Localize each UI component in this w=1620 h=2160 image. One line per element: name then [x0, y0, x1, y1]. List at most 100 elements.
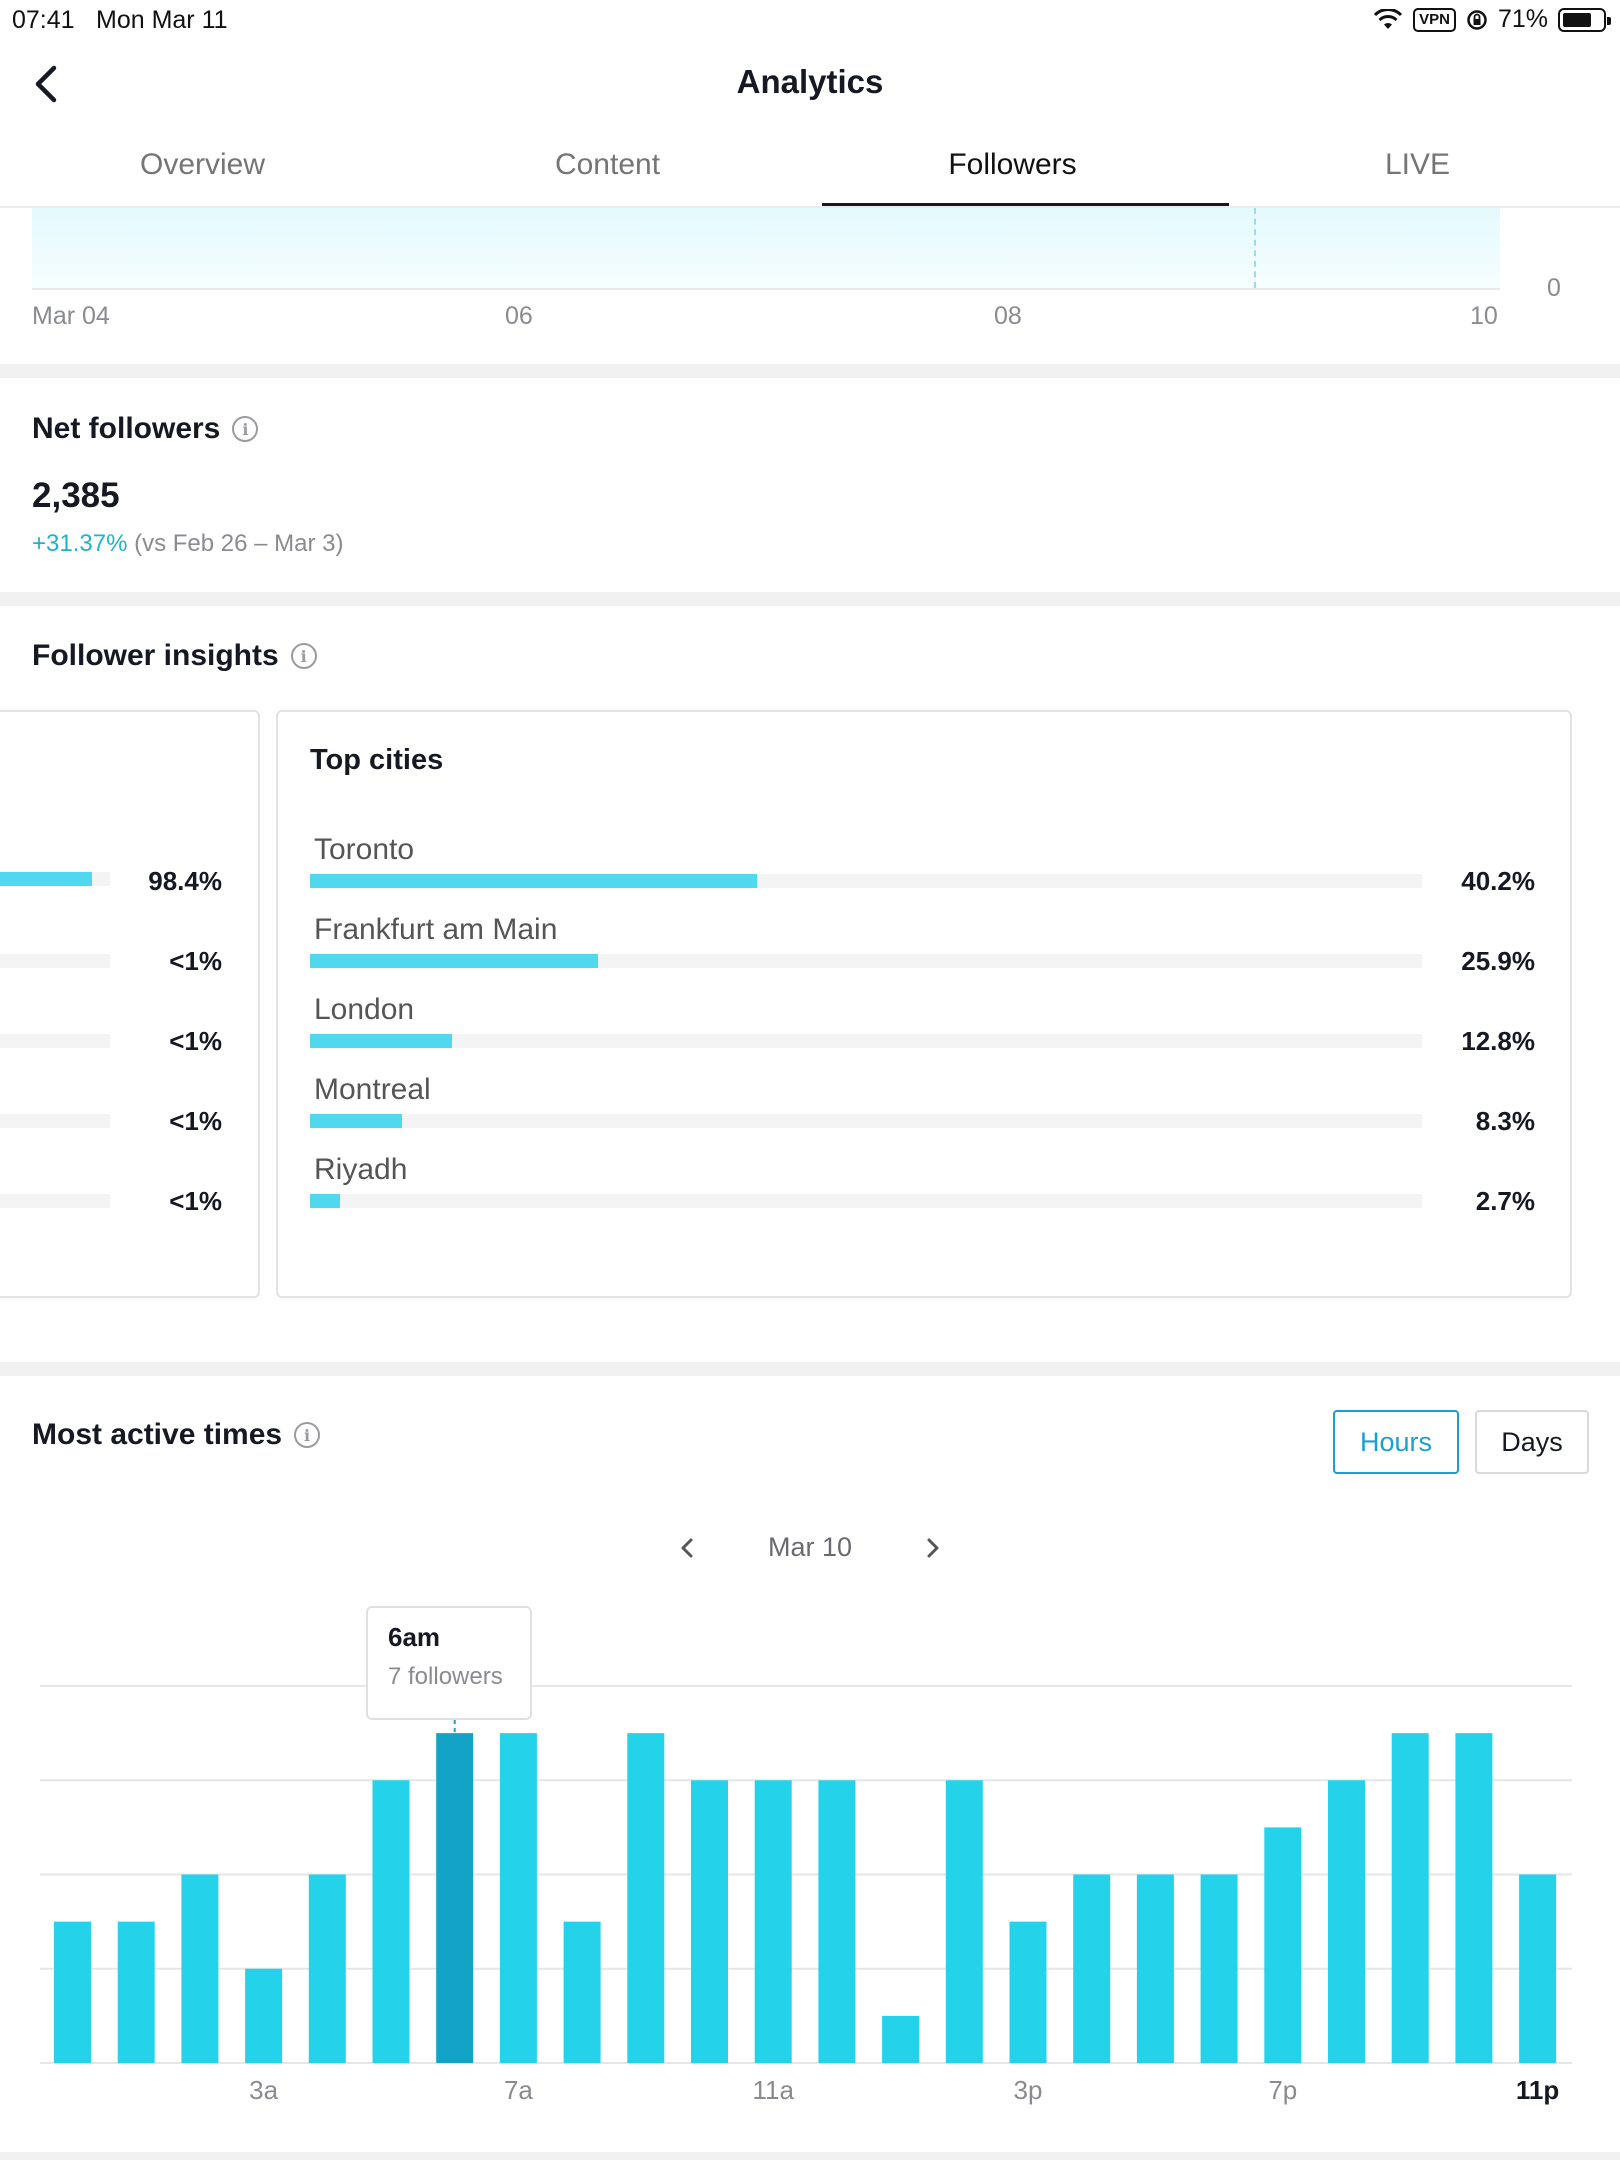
hour-bar[interactable]	[181, 1874, 219, 2064]
left-card-bar	[0, 872, 92, 886]
left-card-pct: <1%	[169, 946, 222, 976]
hour-bar[interactable]	[436, 1733, 474, 2063]
chevron-right-icon	[927, 1538, 939, 1558]
active-hours-chart: 3a 7a 11a 3p 7p 11p	[40, 1685, 1572, 2105]
city-name: Toronto	[314, 833, 415, 866]
tooltip-title: 6am	[388, 1622, 441, 1652]
tab-divider	[0, 206, 1620, 208]
hour-bar[interactable]	[1136, 1874, 1174, 2064]
info-icon[interactable]: i	[294, 1422, 321, 1448]
hour-bar[interactable]	[818, 1780, 856, 2063]
section-separator	[0, 364, 1620, 378]
top-chart-baseline	[32, 288, 1500, 290]
hour-bar[interactable]	[1519, 1874, 1557, 2064]
vpn-badge: VPN	[1413, 7, 1456, 32]
next-date-button[interactable]	[914, 1530, 950, 1566]
status-right-group: VPN 71%	[1373, 5, 1611, 34]
x-tick-label: 11p	[1516, 2075, 1559, 2105]
battery-level	[1563, 12, 1592, 27]
hour-bar[interactable]	[308, 1874, 346, 2064]
city-bar-track	[310, 874, 1422, 888]
hour-bar[interactable]	[1455, 1733, 1493, 2063]
left-card-pct: 98.4%	[148, 866, 222, 896]
tab-live[interactable]: LIVE	[1384, 148, 1451, 181]
hour-bar[interactable]	[1073, 1874, 1111, 2064]
active-times-date: Mar 10	[767, 1532, 853, 1562]
top-chart-x-label: 08	[994, 302, 1022, 330]
hour-bar[interactable]	[945, 1780, 983, 2063]
info-icon[interactable]: i	[290, 643, 317, 669]
chevron-left-icon	[35, 65, 57, 103]
hour-bar[interactable]	[372, 1780, 410, 2063]
top-cities-title: Top cities	[310, 744, 444, 776]
city-bar-fill	[310, 1114, 403, 1128]
city-bar-track	[310, 954, 1422, 968]
wifi-icon	[1374, 8, 1403, 29]
tab-content[interactable]: Content	[554, 148, 661, 181]
hour-bar[interactable]	[1009, 1921, 1047, 2063]
city-name: Frankfurt am Main	[314, 913, 558, 946]
hours-toggle-button[interactable]: Hours	[1333, 1410, 1459, 1474]
left-card-row	[0, 872, 110, 886]
hour-bar[interactable]	[499, 1733, 537, 2063]
x-tick-label: 7p	[1268, 2075, 1297, 2105]
hour-bar[interactable]	[245, 1968, 283, 2063]
net-followers-change: +31.37%	[32, 530, 128, 557]
follower-insights-header: Follower insights i	[32, 639, 317, 673]
days-toggle-button[interactable]: Days	[1475, 1410, 1589, 1474]
left-card-pct: <1%	[169, 1026, 222, 1056]
city-name: London	[314, 993, 415, 1026]
hour-bar[interactable]	[1264, 1827, 1302, 2063]
info-icon[interactable]: i	[232, 416, 259, 442]
hour-bar[interactable]	[563, 1921, 601, 2063]
hour-bar[interactable]	[882, 2015, 920, 2063]
city-bar-fill	[310, 874, 758, 888]
city-bar-track	[310, 1114, 1422, 1128]
city-pct: 40.2%	[1461, 866, 1535, 896]
battery-icon	[1558, 7, 1611, 32]
most-active-title: Most active times	[32, 1418, 283, 1451]
x-tick-label: 3p	[1014, 2075, 1043, 2105]
section-separator	[0, 592, 1620, 606]
status-date: Mon Mar 11	[96, 6, 228, 34]
chevron-left-icon	[681, 1538, 693, 1558]
top-cities-card[interactable]	[276, 710, 1572, 1298]
left-card-track	[0, 954, 110, 968]
city-bar-fill	[310, 1194, 341, 1208]
city-pct: 12.8%	[1461, 1026, 1535, 1056]
tooltip-subtitle: 7 followers	[388, 1663, 503, 1690]
hour-bar[interactable]	[54, 1921, 91, 2063]
top-chart-x-label: 06	[505, 302, 533, 330]
x-tick-label: 3a	[249, 2075, 278, 2105]
prev-date-button[interactable]	[670, 1530, 706, 1566]
hour-bar[interactable]	[1391, 1733, 1429, 2063]
section-separator	[0, 1362, 1620, 1376]
net-followers-comparison: (vs Feb 26 – Mar 3)	[134, 530, 344, 557]
city-bar-track	[310, 1194, 1422, 1208]
left-card-pct: <1%	[169, 1106, 222, 1136]
hour-bar[interactable]	[1200, 1874, 1238, 2064]
hour-bar[interactable]	[627, 1733, 665, 2063]
hour-bar[interactable]	[1328, 1780, 1365, 2063]
top-chart-area	[32, 208, 1500, 288]
tab-overview[interactable]: Overview	[139, 148, 266, 181]
hour-bar[interactable]	[754, 1780, 792, 2063]
tab-followers[interactable]: Followers	[948, 148, 1077, 181]
left-card-track	[0, 1194, 110, 1208]
left-card-track	[0, 1114, 110, 1128]
status-time: 07:41	[12, 6, 75, 34]
city-pct: 25.9%	[1461, 946, 1535, 976]
most-active-header: Most active times i	[32, 1418, 321, 1452]
orientation-lock-icon	[1467, 9, 1487, 30]
back-button[interactable]	[28, 62, 68, 106]
net-followers-value: 2,385	[32, 476, 120, 515]
left-card-track	[0, 1034, 110, 1048]
hour-bar[interactable]	[691, 1780, 728, 2063]
city-pct: 2.7%	[1475, 1186, 1535, 1216]
top-chart-marker	[1254, 208, 1256, 288]
hour-bar[interactable]	[117, 1921, 155, 2063]
top-chart-x-label: Mar 04	[32, 302, 110, 330]
city-name: Montreal	[314, 1073, 431, 1106]
page-title: Analytics	[736, 63, 884, 100]
city-name: Riyadh	[314, 1153, 408, 1186]
